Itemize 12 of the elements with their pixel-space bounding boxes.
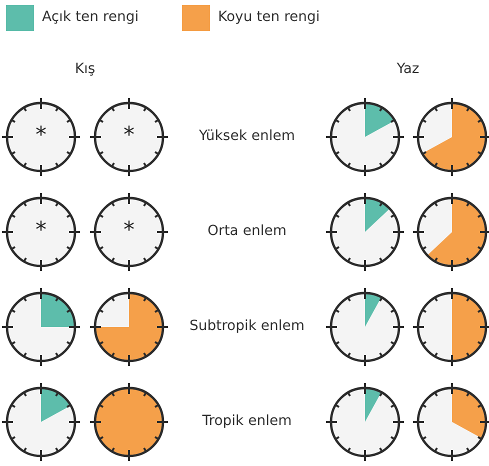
text: Subtropik enlem bbox=[189, 318, 305, 334]
text: * bbox=[124, 218, 134, 243]
text: Yüksek enlem bbox=[198, 128, 296, 144]
text: Yaz bbox=[396, 61, 420, 77]
text: Orta enlem bbox=[208, 223, 286, 239]
text: * bbox=[124, 123, 134, 148]
text: * bbox=[36, 123, 46, 148]
text: Kış bbox=[74, 61, 96, 77]
text: Açık ten rengi bbox=[42, 9, 139, 25]
text: Tropik enlem bbox=[202, 413, 292, 429]
text: Koyu ten rengi bbox=[218, 9, 320, 25]
text: * bbox=[36, 218, 46, 243]
